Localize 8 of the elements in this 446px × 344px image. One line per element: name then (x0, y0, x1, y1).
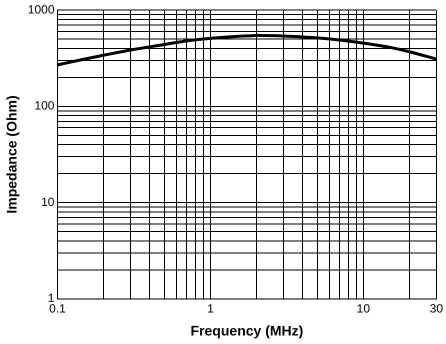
x-tick-label: 30 (430, 301, 444, 316)
y-tick-label: 10 (41, 194, 55, 209)
y-tick-label: 1000 (28, 2, 55, 17)
y-tick-label: 100 (34, 98, 55, 113)
y-axis-title: Impedance (Ohm) (3, 95, 20, 214)
x-tick-label: 10 (356, 301, 370, 316)
x-tick-label: 1 (207, 301, 214, 316)
x-axis-title: Frequency (MHz) (190, 322, 304, 338)
